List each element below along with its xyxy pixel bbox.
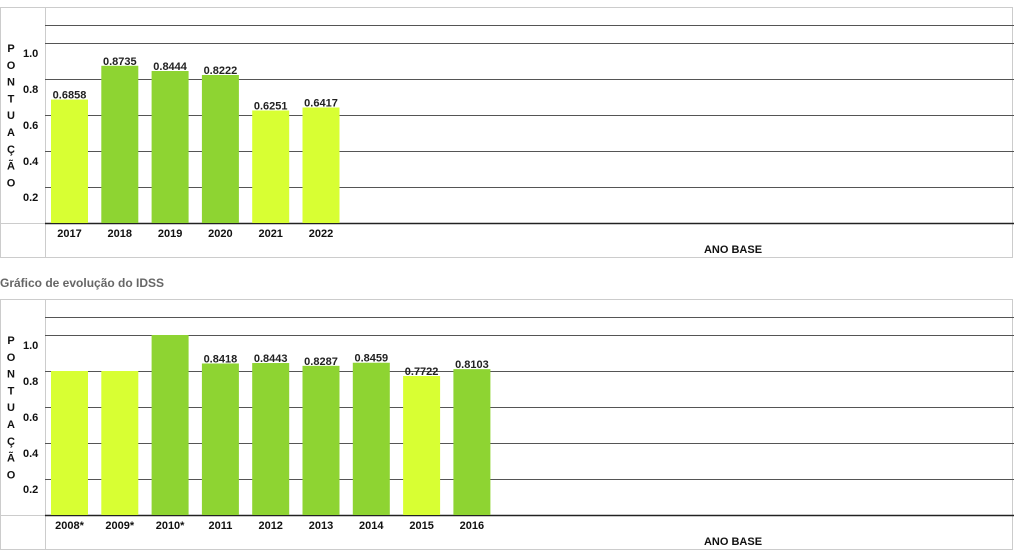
x-tick-label: 2009* xyxy=(105,520,134,532)
x-axis-label: ANO BASE xyxy=(704,244,762,256)
bar-2021 xyxy=(252,110,290,223)
bar-2013 xyxy=(302,365,340,515)
y-tick-label: 0.2 xyxy=(23,192,38,204)
x-tick-label: 2021 xyxy=(258,228,282,240)
data-label: 0.7722 xyxy=(405,366,439,378)
chart-frame xyxy=(0,299,1013,550)
bar-2022 xyxy=(302,107,340,223)
section-title: Gráfico de evolução do IDSS xyxy=(0,276,165,290)
x-tick-label: 2022 xyxy=(309,228,333,240)
data-label: 0.8444 xyxy=(153,61,188,73)
x-tick-label: 2014 xyxy=(359,520,384,532)
bar-2018 xyxy=(101,65,139,224)
x-tick-label: 2013 xyxy=(309,520,333,532)
bar-2011 xyxy=(201,363,239,515)
y-tick-label: 0.4 xyxy=(23,156,39,168)
y-tick-label: 1.0 xyxy=(23,340,38,352)
x-tick-label: 2018 xyxy=(108,228,132,240)
bar-2016 xyxy=(453,369,491,515)
x-tick-label: 2017 xyxy=(57,228,81,240)
x-tick-label: 2012 xyxy=(258,520,282,532)
x-tick-label: 2016 xyxy=(460,520,484,532)
bar-2015 xyxy=(403,376,441,515)
x-tick-label: 2008* xyxy=(55,520,84,532)
x-tick-label: 2019 xyxy=(158,228,182,240)
data-label: 0.8735 xyxy=(103,56,137,68)
x-axis-label: ANO BASE xyxy=(704,536,762,548)
y-tick-label: 0.4 xyxy=(23,448,39,460)
y-tick-label: 1.0 xyxy=(23,48,38,60)
y-tick-label: 0.6 xyxy=(23,120,38,132)
chart-older-years: 0.2 0.4 0.6 0.8 1.0 P O N T U A Ç Ã O 2008* 2009* 2010* 0… xyxy=(0,299,1014,550)
y-tick-label: 0.8 xyxy=(23,376,38,388)
y-tick-label: 0.6 xyxy=(23,412,38,424)
chart-recent-years: 0.2 0.4 0.6 0.8 1.0 P O N T U A Ç Ã O 0.6858 2017 0.8735… xyxy=(0,7,1014,258)
y-tick-label: 0.8 xyxy=(23,84,38,96)
data-label: 0.8459 xyxy=(354,353,388,365)
bar-2008 xyxy=(51,371,88,515)
x-tick-label: 2011 xyxy=(208,520,232,532)
bar-2020 xyxy=(201,75,239,223)
data-label: 0.8222 xyxy=(204,65,238,77)
data-label: 0.8418 xyxy=(204,353,238,365)
data-label: 0.8103 xyxy=(455,359,489,371)
data-label: 0.8287 xyxy=(304,356,338,368)
data-label: 0.6417 xyxy=(304,97,338,109)
bar-2009 xyxy=(101,371,139,515)
chart-frame xyxy=(0,7,1013,258)
bar-2017 xyxy=(51,99,88,223)
bar-2010 xyxy=(151,335,189,515)
y-tick-label: 0.2 xyxy=(23,484,38,496)
bar-2019 xyxy=(151,71,189,224)
x-tick-label: 2015 xyxy=(409,520,433,532)
x-tick-label: 2020 xyxy=(208,228,232,240)
data-label: 0.6251 xyxy=(254,100,288,112)
data-label: 0.6858 xyxy=(53,90,87,102)
x-tick-label: 2010* xyxy=(156,520,185,532)
bar-2014 xyxy=(352,362,390,515)
bar-2012 xyxy=(252,363,290,515)
data-label: 0.8443 xyxy=(254,353,288,365)
